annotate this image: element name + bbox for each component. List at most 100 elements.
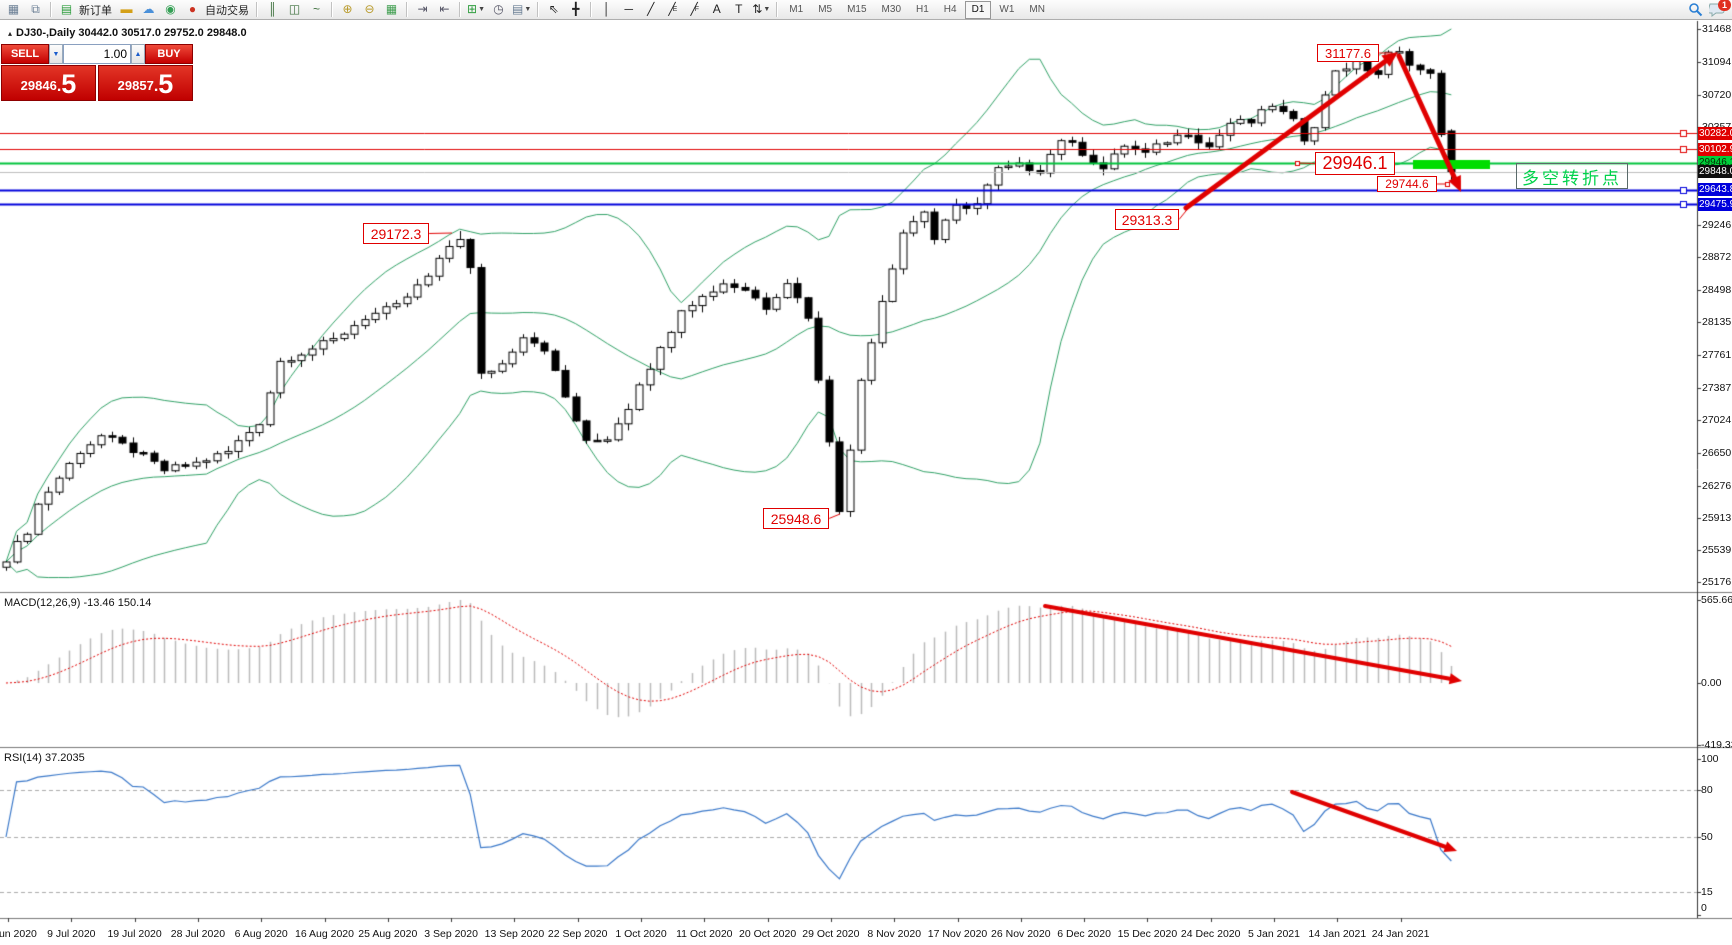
line-chart-icon: ~	[312, 2, 320, 16]
timeframe-m5[interactable]: M5	[818, 3, 833, 15]
new-order-button[interactable]: ▤	[56, 1, 77, 18]
new-order-button-label[interactable]: 新订单	[79, 4, 112, 17]
profiles-icon: ⧉	[31, 2, 40, 16]
zoom-out-icon[interactable]: ⊖	[359, 1, 380, 18]
trendline-icon[interactable]: ╱	[640, 1, 661, 18]
vertical-line-icon: │	[603, 2, 611, 16]
autoscroll-icon: ⇤	[439, 2, 450, 16]
arrows-icon-dropdown[interactable]: ▼	[763, 6, 771, 13]
sell-price-frac: 5	[61, 69, 77, 99]
add-indicator-icon[interactable]: ⊞ ▼	[465, 1, 487, 18]
templates-icon[interactable]: ▤ ▼	[510, 1, 533, 18]
signal-icon: ◉	[165, 2, 176, 16]
equidistant-channel-icon-sub: E	[672, 6, 678, 13]
search-icon[interactable]	[1688, 2, 1703, 17]
autoscroll-icon[interactable]: ⇤	[434, 1, 455, 18]
zoom-out-icon: ⊖	[364, 2, 375, 16]
sell-button[interactable]: SELL	[1, 44, 49, 64]
timeframe-h4[interactable]: H4	[943, 3, 957, 15]
cursor-icon: ⇖	[548, 2, 559, 16]
timeframe-m1[interactable]: M1	[789, 3, 804, 15]
equidistant-channel-icon[interactable]: ╱ E	[662, 1, 683, 18]
signal-icon[interactable]: ◉	[160, 1, 181, 18]
buy-price-dot: .	[153, 78, 159, 95]
toolbar-separator	[459, 2, 461, 17]
timeframe-h1[interactable]: H1	[916, 3, 929, 15]
tile-windows-icon: ▦	[385, 2, 398, 16]
fibonacci-icon-sub: F	[694, 6, 700, 13]
add-indicator-icon-dropdown[interactable]: ▼	[478, 6, 485, 13]
shift-chart-icon: ⇥	[417, 2, 428, 16]
candlestick-icon[interactable]: ◫	[284, 1, 305, 18]
toolbar-separator	[537, 2, 540, 17]
equidistant-channel-icon: ╱	[668, 2, 676, 16]
clock-icon: ◷	[493, 2, 504, 16]
toolbar-separator	[331, 2, 333, 17]
toolbar-separator	[256, 2, 258, 17]
auto-trading-button: ●	[188, 2, 197, 16]
add-indicator-icon: ⊞	[467, 2, 478, 16]
sell-price-int: 29846	[20, 78, 57, 93]
new-order-button: ▤	[60, 2, 73, 16]
buy-price-panel[interactable]: 29857. 5	[98, 65, 193, 101]
auto-trading-button-label[interactable]: 自动交易	[205, 4, 249, 17]
volume-increase-button[interactable]: ▲	[131, 44, 145, 64]
toolbar-separator	[50, 2, 52, 17]
notifications-icon[interactable]: 1	[1709, 0, 1731, 17]
toolbar-separator	[776, 2, 779, 17]
toolbar-right-group: 1	[1688, 0, 1731, 17]
upload-icon: ☁	[142, 2, 155, 16]
gold-icon: ▬	[120, 2, 133, 16]
vertical-line-icon[interactable]: │	[596, 1, 617, 18]
new-chart-icon[interactable]: ▦	[3, 1, 24, 18]
one-click-trade-panel: SELL ▼ ▲ BUY 29846.5 29857.5	[1, 44, 193, 101]
sell-price-panel[interactable]: 29846. 5	[1, 65, 96, 101]
timeframe-d1[interactable]: D1	[964, 0, 992, 19]
zoom-in-icon[interactable]: ⊕	[337, 1, 358, 18]
templates-icon: ▤	[512, 2, 524, 16]
crosshair-icon[interactable]: ╋	[565, 1, 586, 18]
profiles-icon[interactable]: ⧉	[25, 1, 46, 18]
volume-input[interactable]	[63, 44, 131, 64]
cursor-icon[interactable]: ⇖	[543, 1, 564, 18]
timeframe-m15[interactable]: M15	[847, 3, 867, 15]
candlestick-icon: ◫	[288, 2, 301, 16]
line-chart-icon[interactable]: ~	[306, 1, 327, 18]
text-label-icon[interactable]: T	[728, 1, 749, 18]
templates-icon-dropdown[interactable]: ▼	[524, 6, 532, 13]
clock-icon[interactable]: ◷	[488, 1, 509, 18]
bar-chart-icon: ║	[268, 2, 277, 16]
new-chart-icon: ▦	[7, 2, 20, 16]
volume-decrease-button[interactable]: ▼	[49, 44, 63, 64]
buy-button[interactable]: BUY	[145, 44, 193, 64]
text-icon[interactable]: A	[706, 1, 727, 18]
zoom-in-icon: ⊕	[342, 2, 353, 16]
toolbar: ▦ ⧉ ▤ 新订单 ▬ ☁ ◉ ● 自动交易 ║ ◫ ~ ⊕ ⊖ ▦ ⇥ ⇤ ⊞ ▼ ◷ ▤ ▼ ⇖ ╋ │ ─ ╱ ╱ E ╱ F A T ⇅ ▼…	[0, 0, 1732, 20]
sell-price-dot: .	[56, 78, 62, 95]
arrows-icon[interactable]: ⇅ ▼	[750, 1, 772, 18]
text-icon: A	[712, 2, 721, 16]
upload-icon[interactable]: ☁	[138, 1, 159, 18]
auto-trading-button[interactable]: ●	[182, 1, 203, 18]
gold-icon[interactable]: ▬	[116, 1, 137, 18]
timeframe-m30[interactable]: M30	[881, 3, 901, 15]
horizontal-line-icon: ─	[624, 2, 634, 16]
tile-windows-icon[interactable]: ▦	[381, 1, 402, 18]
notification-badge: 1	[1717, 0, 1731, 11]
arrows-icon: ⇅	[752, 2, 763, 16]
shift-chart-icon[interactable]: ⇥	[412, 1, 433, 18]
text-label-icon: T	[735, 2, 743, 16]
horizontal-line-icon[interactable]: ─	[618, 1, 639, 18]
timeframe-w1[interactable]: W1	[999, 3, 1015, 15]
toolbar-separator	[406, 2, 408, 17]
crosshair-icon: ╋	[572, 2, 580, 16]
timeframe-mn[interactable]: MN	[1029, 3, 1045, 15]
trendline-icon: ╱	[647, 2, 655, 16]
fibonacci-icon[interactable]: ╱ F	[684, 1, 705, 18]
fibonacci-icon: ╱	[690, 2, 698, 16]
bar-chart-icon[interactable]: ║	[262, 1, 283, 18]
toolbar-separator	[590, 2, 593, 17]
buy-price-int: 29857	[117, 78, 154, 93]
